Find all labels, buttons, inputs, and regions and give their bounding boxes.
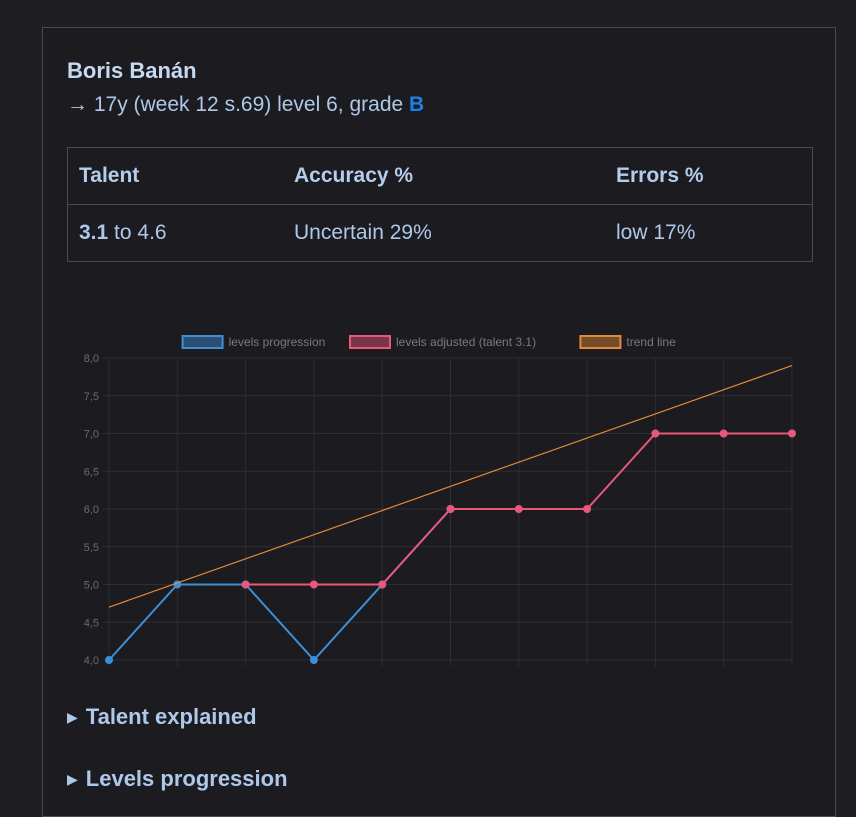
legend-swatch: [349, 335, 391, 349]
table-header-row: Talent Accuracy % Errors %: [67, 147, 813, 205]
data-point: [651, 429, 660, 438]
grade-badge: B: [409, 93, 425, 116]
talent-cell: 3.1 to 4.6: [68, 205, 284, 262]
y-tick-label: 5,0: [84, 580, 99, 592]
accuracy-cell: Uncertain 29%: [294, 221, 432, 244]
data-point: [788, 429, 796, 438]
y-tick-label: 6,5: [84, 466, 99, 478]
data-point: [378, 580, 387, 589]
data-point: [309, 580, 318, 589]
table-row: 3.1 to 4.6 Uncertain 29% low 17%: [68, 205, 813, 262]
legend-label: levels adjusted (talent 3.1): [396, 335, 536, 349]
legend-swatch: [181, 335, 224, 349]
data-point: [309, 656, 318, 664]
data-point: [241, 580, 250, 589]
legend-label: trend line: [626, 335, 676, 349]
player-card: Boris Banán → 17y (week 12 s.69) level 6…: [42, 27, 836, 817]
header-talent: Talent: [67, 147, 283, 205]
y-tick-label: 7,0: [84, 429, 99, 441]
y-tick-label: 8,0: [84, 353, 99, 365]
series-line-2: [108, 364, 793, 608]
y-tick-label: 7,5: [84, 391, 99, 403]
y-tick-label: 4,0: [84, 655, 99, 667]
header-errors: Errors %: [605, 147, 813, 205]
data-point: [719, 429, 728, 438]
expand-arrow-icon: ▶: [67, 771, 78, 787]
y-tick-label: 6,0: [84, 504, 99, 516]
errors-cell: low 17%: [616, 221, 696, 244]
data-point: [583, 505, 592, 513]
y-tick-label: 4,5: [84, 617, 99, 629]
data-point: [514, 505, 523, 513]
player-name: Boris Banán: [67, 58, 197, 83]
talent-explained-toggle[interactable]: ▶ Talent explained: [67, 704, 257, 730]
subtitle-text: → 17y (week 12 s.69) level 6, grade: [67, 93, 410, 116]
y-tick-label: 5,5: [84, 542, 99, 554]
talent-explained-label: Talent explained: [85, 704, 257, 729]
levels-progression-toggle[interactable]: ▶ Levels progression: [67, 766, 288, 792]
talent-low: 3.1: [79, 221, 109, 244]
player-subtitle: → 17y (week 12 s.69) level 6, grade B: [67, 93, 424, 117]
stats-table: Talent Accuracy % Errors % 3.1 to 4.6 Un…: [67, 147, 813, 262]
levels-chart: 4,04,55,05,56,06,57,07,58,0012345678910l…: [84, 335, 796, 667]
levels-progression-label: Levels progression: [85, 766, 288, 791]
header-accuracy: Accuracy %: [283, 147, 605, 205]
legend-swatch: [579, 335, 622, 349]
talent-range: to 4.6: [108, 221, 167, 244]
expand-arrow-icon: ▶: [67, 709, 78, 725]
legend-label: levels progression: [229, 335, 326, 349]
data-point: [446, 505, 455, 513]
data-point: [105, 656, 113, 664]
